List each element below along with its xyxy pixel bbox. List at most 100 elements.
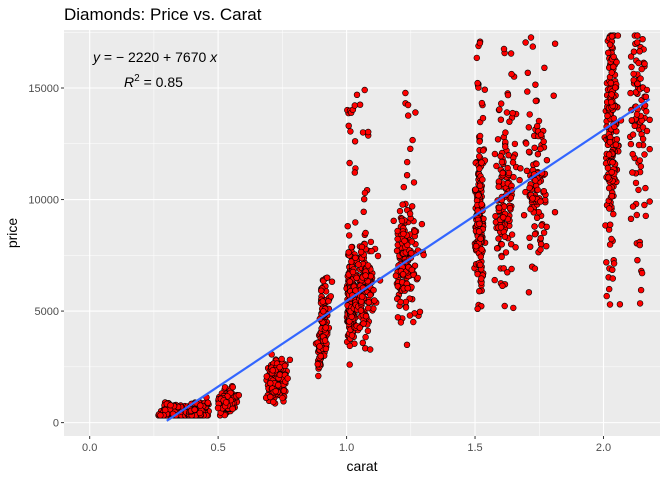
scatter-point	[606, 221, 614, 228]
scatter-point	[402, 298, 410, 306]
scatter-point	[214, 404, 222, 412]
scatter-point	[610, 53, 617, 60]
scatter-point	[504, 269, 511, 276]
chart-title: Diamonds: Price vs. Carat	[64, 5, 262, 24]
scatter-point	[408, 250, 415, 257]
scatter-point	[157, 412, 164, 419]
scatter-point	[629, 150, 636, 158]
scatter-point	[610, 260, 618, 267]
scatter-point	[638, 65, 645, 73]
scatter-point	[348, 313, 355, 320]
scatter-point	[278, 355, 285, 363]
scatter-point	[636, 157, 643, 164]
scatter-point	[476, 132, 484, 140]
scatter-point	[315, 372, 322, 380]
scatter-point	[540, 188, 548, 195]
scatter-point	[636, 241, 643, 249]
scatter-point	[604, 112, 611, 120]
scatter-point	[478, 275, 485, 282]
scatter-point	[476, 153, 483, 160]
scatter-point	[537, 145, 544, 153]
scatter-point	[353, 91, 361, 99]
scatter-point	[418, 220, 426, 228]
scatter-point	[476, 165, 483, 172]
scatter-point	[191, 406, 198, 413]
x-tick-label: 1.0	[339, 442, 354, 454]
scatter-point	[551, 209, 559, 216]
y-tick-label: 10000	[28, 195, 59, 207]
scatter-point	[394, 235, 401, 243]
scatter-point	[497, 224, 505, 231]
scatter-point	[414, 274, 421, 282]
scatter-point	[641, 201, 648, 209]
scatter-point	[496, 204, 503, 212]
scatter-point	[361, 86, 368, 94]
scatter-point	[286, 356, 294, 363]
scatter-point	[346, 278, 353, 285]
scatter-point	[478, 99, 486, 107]
scatter-point	[368, 247, 375, 255]
scatter-point	[551, 40, 559, 47]
scatter-point	[479, 114, 487, 122]
scatter-point	[509, 159, 517, 166]
scatter-point	[643, 86, 651, 94]
scatter-point	[507, 194, 515, 201]
scatter-point	[478, 159, 485, 166]
equation-y: y	[92, 49, 101, 65]
scatter-point	[475, 192, 482, 199]
scatter-point	[411, 262, 419, 269]
scatter-point	[346, 159, 353, 167]
scatter-point	[509, 109, 516, 117]
scatter-point	[367, 291, 374, 299]
scatter-point	[508, 241, 515, 248]
scatter-point	[631, 122, 638, 130]
scatter-point	[491, 150, 499, 158]
scatter-point	[321, 337, 329, 344]
scatter-point	[607, 98, 615, 106]
scatter-point	[474, 79, 481, 87]
scatter-point	[627, 53, 635, 60]
x-tick-label: 2.0	[596, 442, 611, 454]
scatter-point	[478, 246, 485, 253]
scatter-point	[646, 116, 653, 124]
scatter-point	[537, 131, 545, 138]
scatter-point	[641, 151, 648, 158]
scatter-point	[359, 293, 366, 300]
scatter-point	[498, 100, 505, 107]
scatter-point	[348, 243, 355, 251]
scatter-point	[314, 361, 321, 368]
scatter-point	[360, 320, 367, 327]
scatter-point	[495, 183, 502, 190]
scatter-point	[362, 333, 369, 341]
scatter-point	[525, 124, 532, 131]
scatter-point	[525, 289, 533, 296]
scatter-point	[537, 198, 544, 205]
scatter-point	[476, 220, 483, 228]
scatter-point	[632, 179, 640, 187]
scatter-point	[235, 392, 243, 399]
scatter-point	[481, 86, 488, 93]
scatter-point	[606, 301, 614, 308]
scatter-point	[394, 283, 401, 290]
scatter-point	[316, 343, 323, 350]
x-axis-ticks: 0.0 0.5 1.0 1.5 2.0	[82, 436, 611, 454]
scatter-point	[399, 201, 406, 208]
scatter-point	[603, 259, 610, 266]
scatter-point	[502, 129, 509, 136]
scatter-point	[616, 301, 624, 308]
scatter-point	[504, 91, 512, 99]
scatter-point	[636, 300, 644, 307]
scatter-point	[522, 39, 529, 46]
scatter-point	[162, 406, 169, 414]
scatter-point	[606, 139, 614, 146]
scatter-point	[646, 198, 653, 205]
scatter-point	[505, 169, 513, 177]
scatter-point	[508, 265, 515, 273]
scatter-point	[317, 352, 324, 360]
scatter-point	[508, 70, 515, 78]
scatter-point	[346, 342, 353, 350]
scatter-point	[502, 249, 510, 256]
y-axis-ticks: 0 5000 10000 15000	[28, 83, 64, 430]
scatter-point	[642, 184, 649, 192]
scatter-point	[606, 241, 614, 248]
